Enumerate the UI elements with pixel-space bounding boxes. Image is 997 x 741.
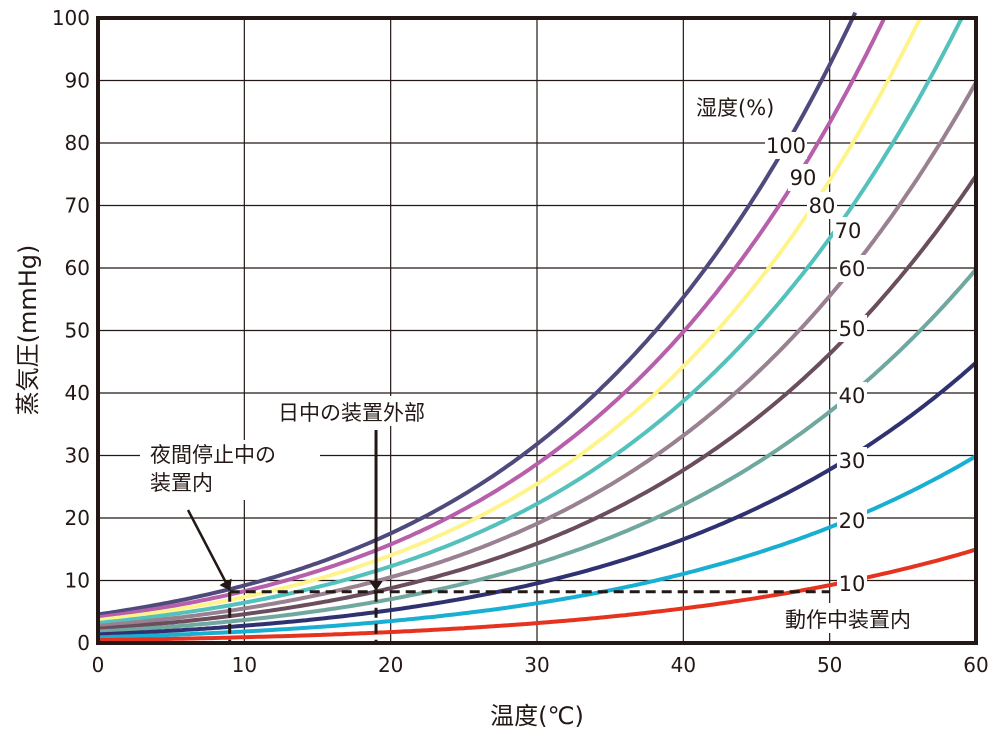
y-axis-label: 蒸気圧(mmHg) (14, 245, 42, 416)
annotation-night: 夜間停止中の 装置内 (140, 440, 320, 500)
x-tick-label: 50 (817, 653, 842, 677)
y-tick-label: 0 (77, 631, 90, 655)
y-tick-label: 10 (65, 569, 90, 593)
label-bg (788, 164, 818, 191)
label-bg (807, 192, 837, 219)
series-label-40: 40 (839, 384, 866, 408)
series-label-60: 60 (839, 257, 866, 281)
curve-rh-20 (97, 454, 978, 640)
curve-rh-10 (98, 547, 977, 643)
legend-title: 湿度(%) (696, 96, 774, 120)
label-bg (833, 217, 863, 244)
curve-rh-70 (97, 17, 964, 625)
annotation-day: 日中の装置外部 (268, 396, 468, 426)
x-tick-label: 10 (232, 653, 257, 677)
y-tick-label: 100 (52, 6, 90, 30)
y-tick-label: 30 (65, 444, 90, 468)
curve-rh-80 (97, 15, 923, 623)
curve-rh-30 (97, 361, 978, 637)
y-tick-label: 70 (65, 194, 90, 218)
label-bg (837, 507, 867, 534)
plot-frame (96, 16, 978, 645)
y-tick-label: 90 (65, 69, 90, 93)
annotation-day-text: 日中の装置外部 (278, 401, 425, 425)
x-axis-label: 温度(℃) (490, 702, 584, 730)
x-tick-label: 60 (963, 653, 988, 677)
reference-lines (186, 430, 830, 643)
curve-rh-60 (97, 81, 978, 628)
label-bg (837, 447, 867, 474)
label-bg (837, 382, 867, 409)
series-label-90: 90 (790, 166, 817, 190)
series-label-30: 30 (839, 449, 866, 473)
series-label-70: 70 (835, 219, 862, 243)
series-label-10: 10 (839, 572, 866, 596)
curve-rh-50 (97, 174, 978, 631)
series-label-80: 80 (809, 194, 836, 218)
label-bg (837, 570, 867, 597)
annotation-night-line1: 夜間停止中の (150, 443, 276, 467)
series-label-50: 50 (839, 317, 866, 341)
annotation-operating-text: 動作中装置内 (785, 608, 911, 632)
y-tick-label: 40 (65, 381, 90, 405)
label-bg (765, 132, 807, 159)
y-tick-label: 80 (65, 131, 90, 155)
series-label-100: 100 (766, 134, 806, 158)
y-tick-label: 60 (65, 256, 90, 280)
x-tick-label: 0 (92, 653, 105, 677)
series-label-20: 20 (839, 509, 866, 533)
label-bg (837, 255, 867, 282)
y-tick-label: 50 (65, 319, 90, 343)
y-tick-label: 20 (65, 506, 90, 530)
annotation-operating: 動作中装置内 (780, 603, 950, 633)
annotation-night-line2: 装置内 (150, 471, 213, 495)
night-arrow (186, 509, 232, 591)
curve-rh-40 (97, 267, 978, 634)
x-tick-label: 40 (671, 653, 696, 677)
x-tick-label: 20 (378, 653, 403, 677)
label-bg (837, 315, 867, 342)
x-tick-label: 30 (524, 653, 549, 677)
